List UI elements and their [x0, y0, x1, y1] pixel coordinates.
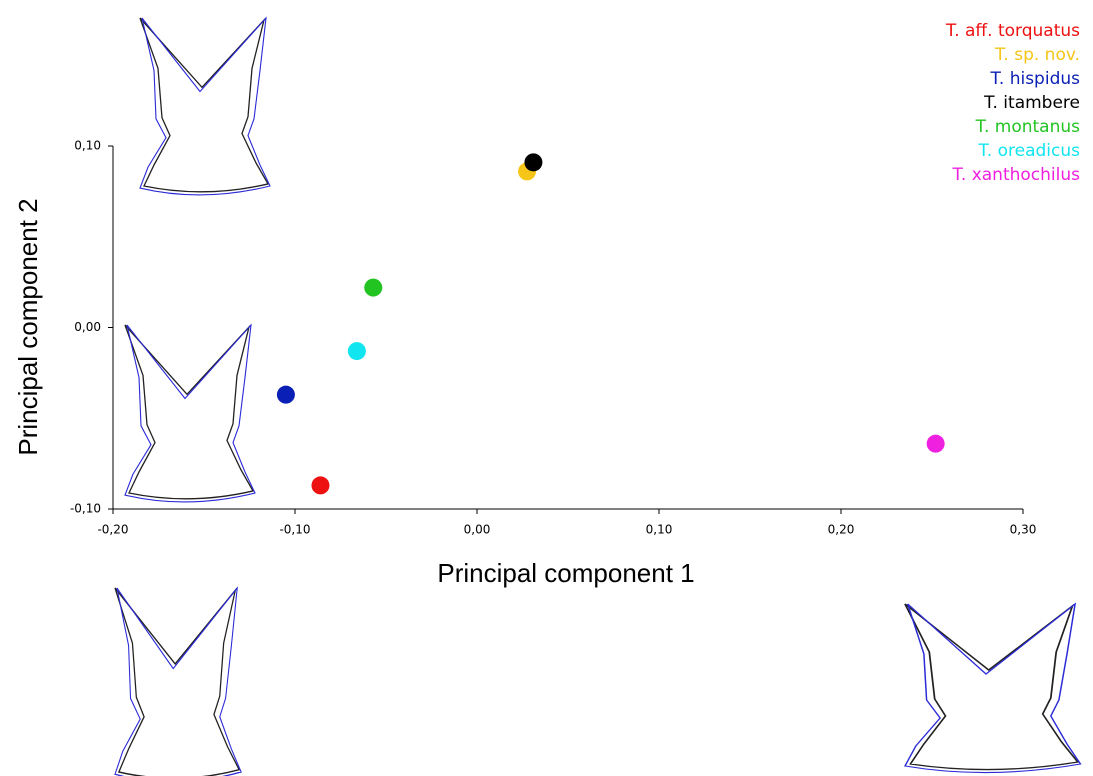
- legend-entry: T. itambere: [983, 93, 1080, 113]
- shape-diagram: [125, 325, 255, 502]
- x-axis-title: Principal component 1: [437, 558, 694, 588]
- y-axis-title: Principal component 2: [13, 198, 43, 455]
- point: [927, 435, 945, 453]
- shape-diagram: [140, 18, 270, 195]
- legend-entry: T. sp. nov.: [994, 45, 1080, 65]
- x-tick-label: -0,20: [97, 523, 128, 537]
- x-tick-label: 0,20: [828, 523, 855, 537]
- point: [311, 476, 329, 494]
- x-tick-label: 0,30: [1010, 523, 1037, 537]
- legend-entry: T. hispidus: [990, 69, 1081, 89]
- x-tick-label: 0,10: [646, 523, 673, 537]
- legend-entry: T. montanus: [975, 117, 1081, 137]
- point: [277, 386, 295, 404]
- chart: Principal component 1 Principal componen…: [0, 0, 1093, 776]
- legend-entry: T. aff. torquatus: [945, 21, 1080, 41]
- point: [364, 279, 382, 297]
- y-tick-label: 0,10: [74, 139, 101, 153]
- x-tick-label: 0,00: [464, 523, 491, 537]
- shape-diagram: [115, 588, 241, 776]
- shape-diagram: [905, 604, 1081, 773]
- legend-entry: T. oreadicus: [977, 141, 1080, 161]
- y-tick-label: 0,00: [74, 320, 101, 334]
- x-tick-label: -0,10: [279, 523, 310, 537]
- point: [524, 153, 542, 171]
- y-tick-label: -0,10: [70, 502, 101, 516]
- legend-entry: T. xanthochilus: [952, 165, 1081, 185]
- point: [348, 342, 366, 360]
